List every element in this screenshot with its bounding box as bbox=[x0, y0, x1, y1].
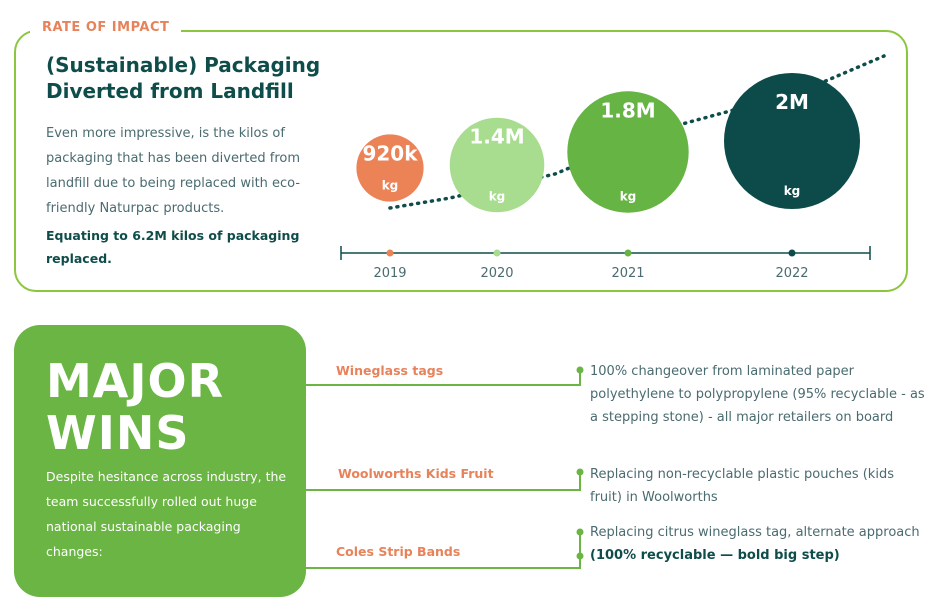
timeline-year-label: 2019 bbox=[373, 266, 406, 281]
bubble-value-label: 1.8M bbox=[600, 98, 655, 122]
impact-card bbox=[14, 30, 908, 292]
bubble-unit-label: kg bbox=[620, 190, 637, 204]
win-label-coles-strip-bands: Coles Strip Bands bbox=[336, 544, 461, 559]
win-connector-line bbox=[306, 532, 581, 569]
section-tag: RATE OF IMPACT bbox=[30, 20, 182, 35]
win-connector-dot bbox=[576, 366, 584, 374]
timeline-dot-2022 bbox=[788, 249, 796, 257]
win-text: 100% changeover from laminated paper pol… bbox=[590, 364, 925, 425]
major-wins-heading: MAJOR WINS bbox=[46, 355, 224, 459]
win-connector-line bbox=[306, 370, 581, 386]
bubble-2020 bbox=[449, 117, 545, 213]
impact-title: (Sustainable) Packaging Diverted from La… bbox=[46, 53, 321, 103]
bubble-2021 bbox=[567, 91, 689, 213]
win-connector-dot bbox=[576, 552, 584, 560]
bubble-unit-label: kg bbox=[382, 179, 399, 193]
win-text: Replacing citrus wineglass tag, alternat… bbox=[590, 525, 920, 540]
win-description-coles-strip-bands: Replacing citrus wineglass tag, alternat… bbox=[590, 521, 925, 567]
bubble-unit-label: kg bbox=[784, 184, 801, 198]
win-connector-dot bbox=[576, 468, 584, 476]
bubble-value-label: 920k bbox=[362, 141, 418, 165]
timeline-year-label: 2022 bbox=[775, 266, 808, 281]
bubble-unit-label: kg bbox=[489, 189, 506, 203]
timeline-year-label: 2020 bbox=[480, 266, 513, 281]
win-label-wineglass-tags: Wineglass tags bbox=[336, 363, 444, 378]
major-wins-panel: MAJOR WINS Despite hesitance across indu… bbox=[14, 325, 306, 597]
win-description-woolworths-kids-fruit: Replacing non-recyclable plastic pouches… bbox=[590, 463, 925, 509]
win-connector-dot bbox=[576, 528, 584, 536]
major-wins-heading-line2: WINS bbox=[46, 406, 190, 460]
win-description-wineglass-tags: 100% changeover from laminated paper pol… bbox=[590, 360, 925, 429]
timeline-dot-2021 bbox=[624, 249, 632, 257]
win-connector-line bbox=[306, 472, 581, 491]
timeline-year-label: 2021 bbox=[611, 266, 644, 281]
major-wins-description: Despite hesitance across industry, the t… bbox=[46, 469, 287, 559]
impact-description: Even more impressive, is the kilos of pa… bbox=[46, 126, 301, 216]
win-label-woolworths-kids-fruit: Woolworths Kids Fruit bbox=[338, 466, 494, 481]
timeline-dot-2020 bbox=[493, 249, 501, 257]
impact-bubble-chart: 920k kg 1.4M kg 1.8M kg 2M kg 2019 2020 2021 2022 bbox=[340, 54, 886, 281]
bubble-value-label: 1.4M bbox=[469, 125, 524, 149]
win-text: Replacing non-recyclable plastic pouches… bbox=[590, 467, 894, 505]
bubble-value-label: 2M bbox=[775, 90, 809, 114]
impact-summary: Equating to 6.2M kilos of packaging repl… bbox=[46, 228, 300, 266]
win-bold-text: (100% recyclable — bold big step) bbox=[590, 548, 840, 563]
timeline-dot-2019 bbox=[386, 249, 394, 257]
bubble-2019 bbox=[356, 134, 424, 202]
bubble-2022 bbox=[724, 73, 860, 209]
major-wins-heading-line1: MAJOR bbox=[46, 354, 225, 408]
